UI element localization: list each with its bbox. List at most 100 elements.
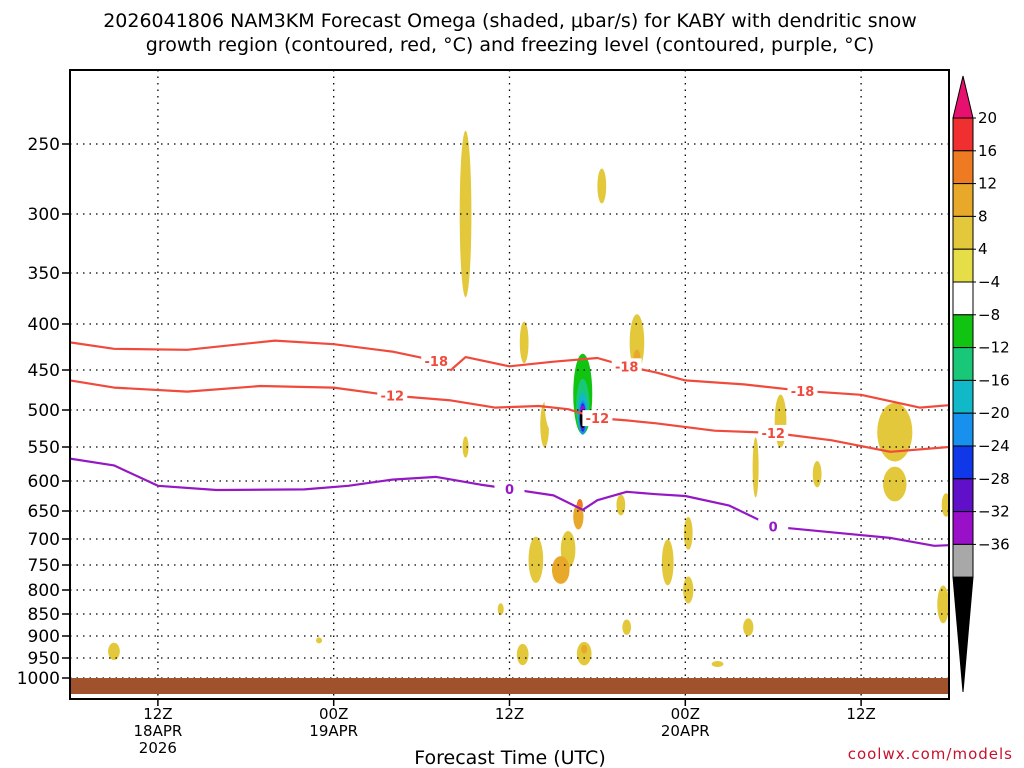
- y-tick-label: 800: [28, 581, 60, 601]
- omega-blob: [507, 138, 521, 234]
- colorbar-swatch: [952, 347, 974, 381]
- colorbar-swatch: [952, 511, 974, 545]
- omega-blob: [497, 603, 504, 616]
- contour-label-bg: [758, 518, 789, 535]
- contour-label-bg: [758, 424, 789, 441]
- omega-blob: [812, 461, 822, 488]
- omega-blob: [622, 619, 632, 635]
- x-tick-label: 12Z: [846, 705, 875, 723]
- omega-blob: [616, 494, 626, 516]
- x-tick-label: 19APR: [309, 722, 358, 740]
- y-tick-label: 400: [28, 315, 60, 335]
- colorbar: 20 16 12 8 4 −4 −8 −12 −16 −20 −24 −28 −32 −36: [952, 75, 1010, 693]
- colorbar-swatch: [952, 478, 974, 513]
- colorbar-swatch: [952, 314, 974, 349]
- omega-blob: [629, 314, 645, 371]
- colorbar-label: −36: [978, 535, 1010, 553]
- colorbar-label: 20: [978, 109, 997, 127]
- contour-label: -12: [761, 427, 785, 442]
- contour-label: -12: [586, 412, 610, 427]
- omega-blob: [108, 642, 120, 661]
- colorbar-swatch: [952, 281, 974, 316]
- grid-lines: [70, 70, 949, 699]
- contour-label: -12: [381, 390, 405, 405]
- colorbar-swatch: [952, 248, 974, 283]
- contour-label-bg: [494, 480, 525, 497]
- x-tick-label: 20APR: [661, 722, 710, 740]
- y-tick-label: 450: [28, 361, 60, 381]
- terrain-ground-band: [70, 678, 949, 694]
- contour-label-bg: [421, 352, 452, 369]
- temperature-contours: -18 -18 -18 -12 -12 -12 0 0: [70, 339, 949, 547]
- contour-label-bg: [582, 410, 613, 427]
- colorbar-swatch: [952, 412, 974, 447]
- omega-blob: [743, 618, 754, 636]
- colorbar-label: −24: [978, 437, 1010, 455]
- omega-blob: [462, 436, 469, 458]
- y-tick-label: 1000: [17, 669, 60, 689]
- colorbar-label: −4: [978, 273, 1000, 291]
- y-tick-label: 300: [28, 205, 60, 225]
- omega-blob: [506, 564, 513, 571]
- x-tick-label: 12Z: [495, 705, 524, 723]
- y-tick-label: 900: [28, 627, 60, 647]
- colorbar-label: −8: [978, 306, 1000, 324]
- y-axis: 2503003504004505005506006507007508008509…: [17, 135, 70, 689]
- omega-blob: [189, 640, 200, 647]
- omega-blob: [581, 644, 588, 654]
- chart-title-line-2: growth region (contoured, red, °C) and f…: [146, 34, 875, 56]
- y-tick-label: 550: [28, 438, 60, 458]
- omega-blob: [683, 517, 693, 550]
- colorbar-label: 4: [978, 240, 988, 258]
- omega-blob: [752, 437, 759, 498]
- contour-label: 0: [505, 483, 514, 498]
- omega-blob: [528, 536, 544, 583]
- omega-blob: [544, 372, 560, 432]
- omega-blob: [551, 556, 570, 584]
- contour-label: -18: [615, 360, 639, 375]
- omega-blob: [661, 539, 674, 586]
- omega-blob: [91, 593, 102, 604]
- omega-blob: [455, 596, 465, 632]
- contour-label-bg: [611, 358, 642, 375]
- contour-label-bg: [787, 382, 818, 399]
- y-tick-label: 850: [28, 605, 60, 625]
- colorbar-label: 16: [978, 142, 997, 160]
- x-tick-label: 12Z: [143, 705, 172, 723]
- colorbar-swatch: [952, 379, 974, 414]
- omega-blob: [519, 321, 529, 364]
- y-tick-label: 350: [28, 264, 60, 284]
- colorbar-swatch: [952, 215, 974, 250]
- y-tick-label: 950: [28, 649, 60, 669]
- contour-label-bg: [377, 387, 408, 404]
- colorbar-label: −32: [978, 503, 1010, 521]
- colorbar-swatch: [952, 543, 974, 578]
- x-tick-label: 00Z: [671, 705, 700, 723]
- omega-blob: [316, 637, 323, 644]
- contour-label: -18: [791, 385, 815, 400]
- contour-line: [70, 457, 949, 547]
- y-tick-label: 500: [28, 401, 60, 421]
- omega-blob: [937, 585, 949, 624]
- colorbar-label: −16: [978, 371, 1010, 389]
- colorbar-top-arrow: [952, 75, 974, 119]
- omega-blob: [597, 168, 607, 204]
- chart-title-line-1: 2026041806 NAM3KM Forecast Omega (shaded…: [103, 10, 917, 32]
- colorbar-label: −20: [978, 404, 1010, 422]
- omega-blob: [941, 493, 949, 517]
- omega-blob: [883, 466, 907, 502]
- omega-blob: [877, 402, 913, 462]
- omega-blob: [125, 549, 135, 565]
- colorbar-swatch: [952, 445, 974, 480]
- x-tick-label: 18APR: [133, 722, 182, 740]
- omega-blob: [459, 130, 472, 298]
- colorbar-swatch: [952, 183, 974, 217]
- colorbar-swatch: [952, 117, 974, 152]
- x-tick-label: 2026: [139, 739, 177, 757]
- omega-blob: [516, 643, 529, 666]
- y-tick-label: 700: [28, 530, 60, 550]
- y-tick-label: 250: [28, 135, 60, 155]
- contour-label: -18: [425, 355, 449, 370]
